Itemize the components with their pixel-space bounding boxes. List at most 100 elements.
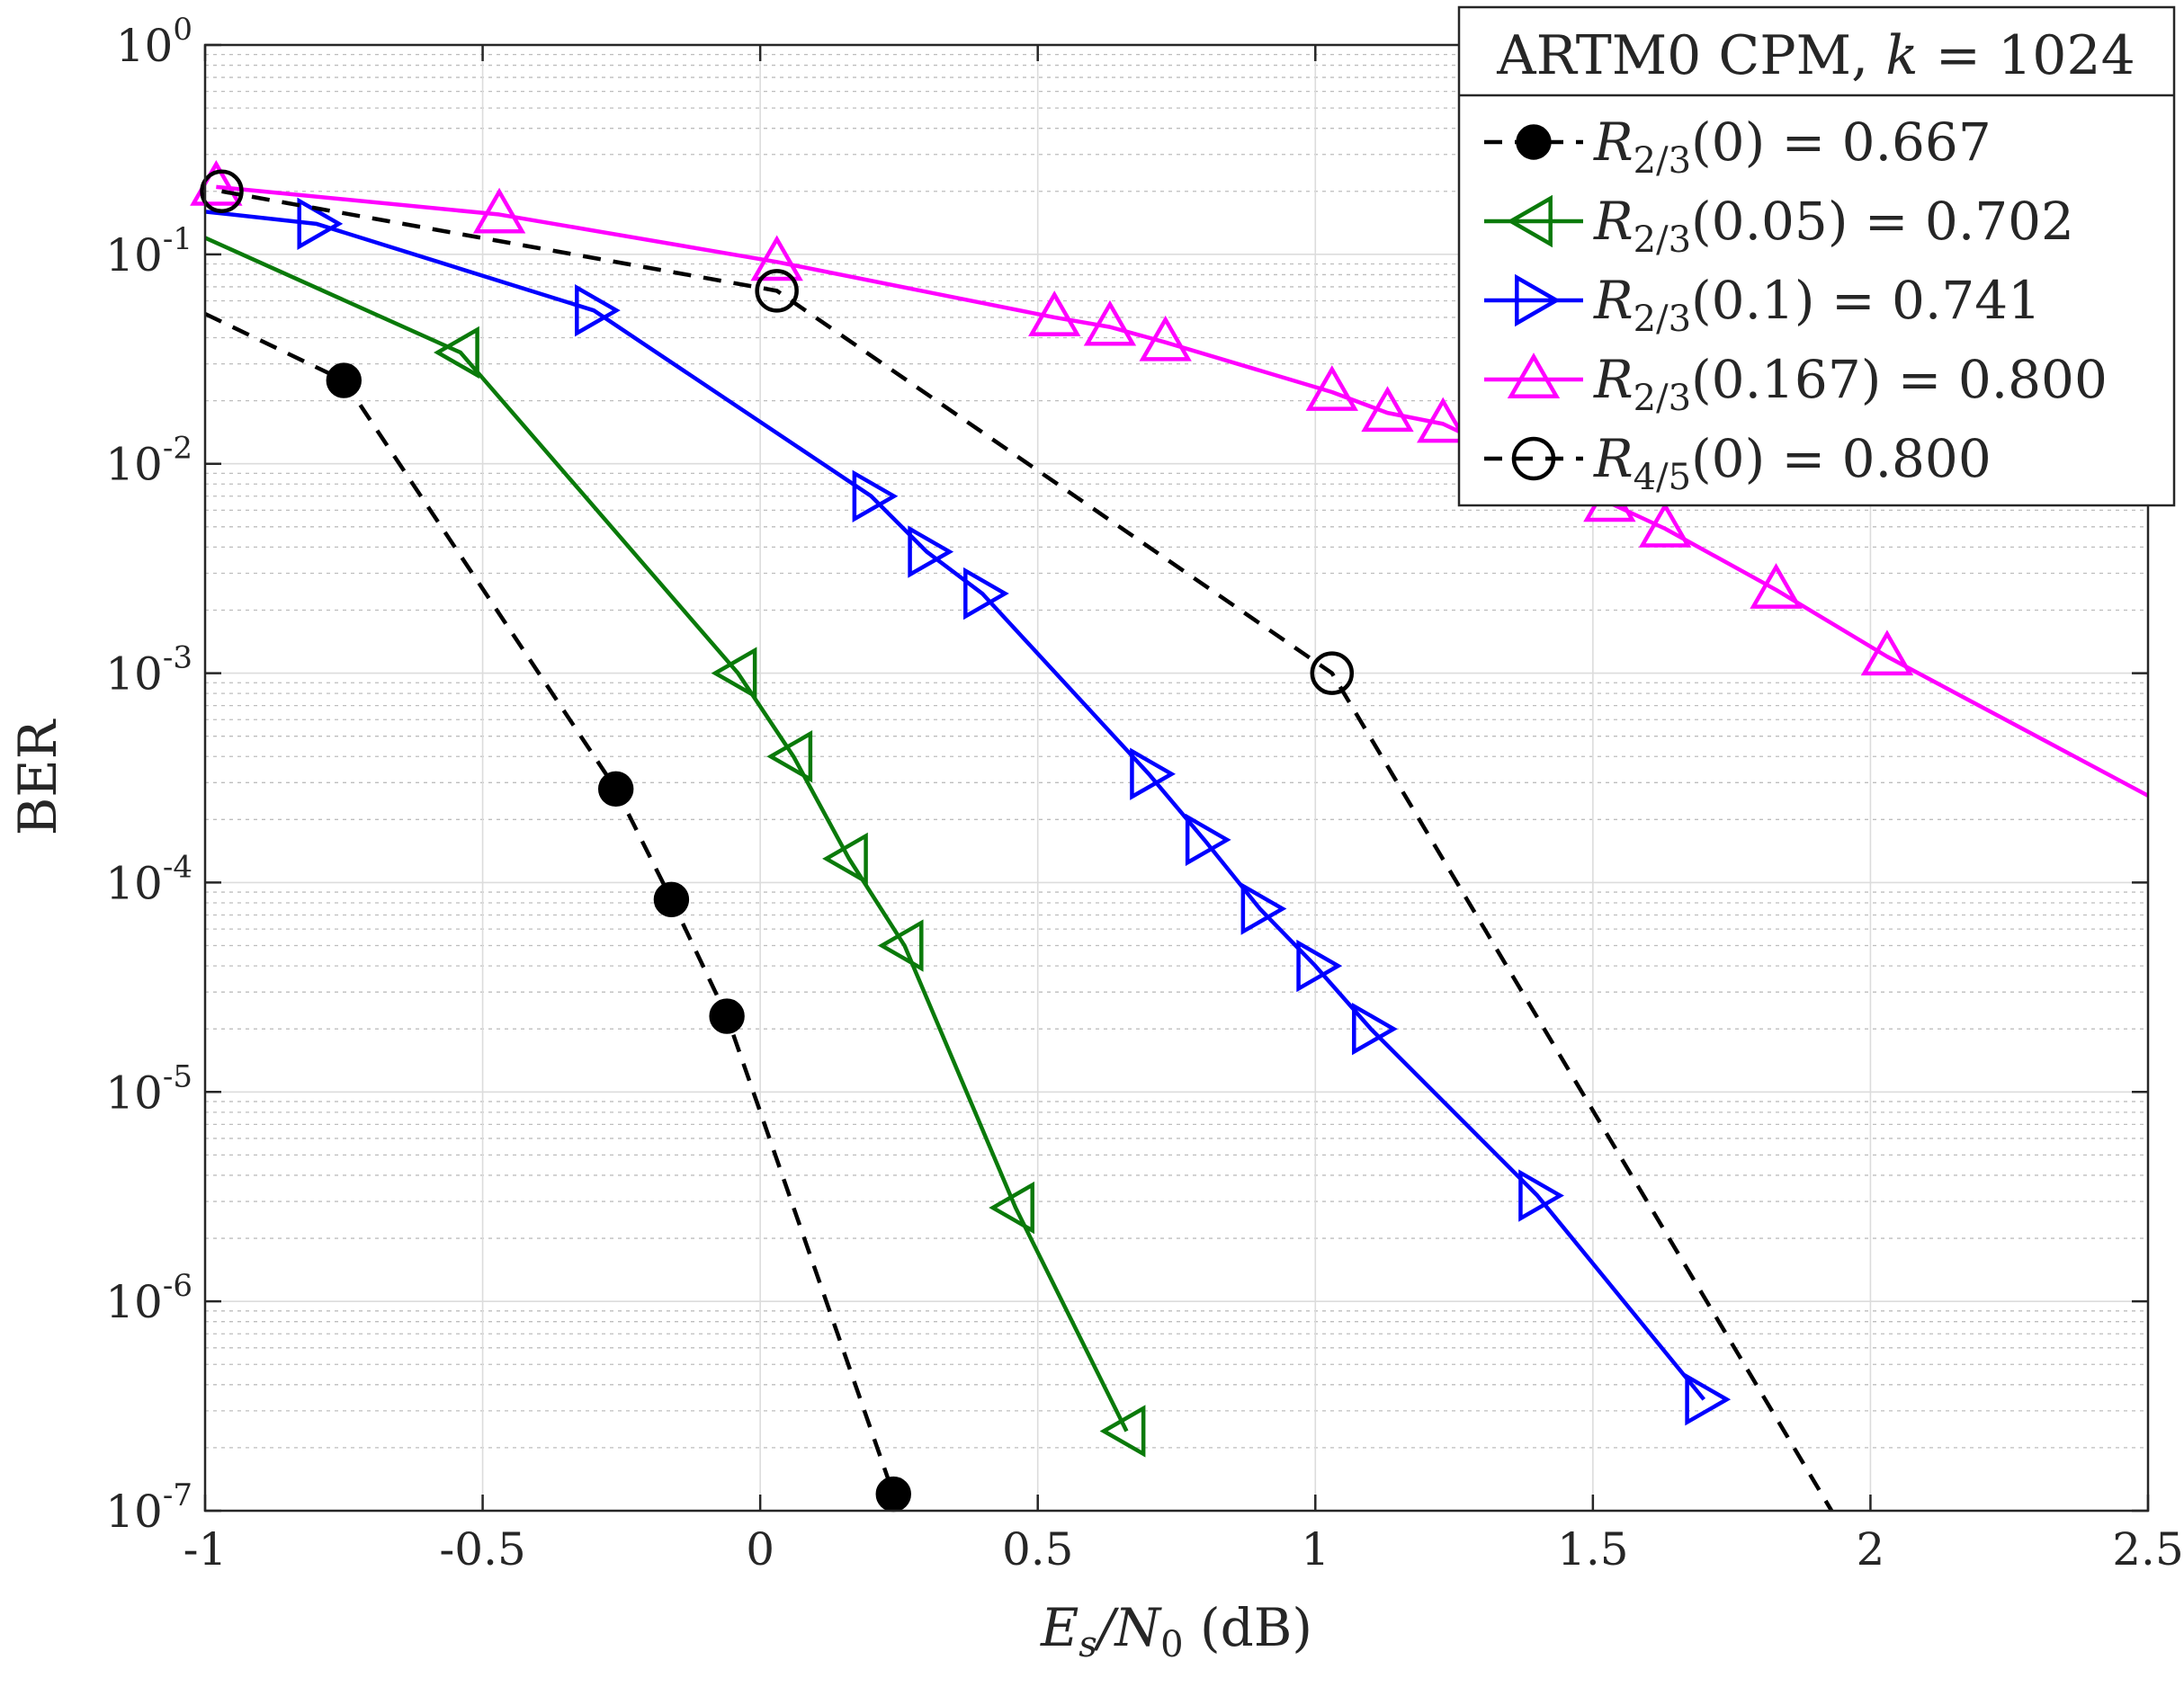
legend-label-value: (0.167) = 0.800 [1691, 349, 2108, 410]
y-tick-exponent: -7 [163, 1477, 192, 1513]
y-tick-exponent: -1 [163, 221, 192, 257]
series-3 [204, 197, 1732, 1426]
data-point-marker [1028, 290, 1081, 336]
x-tick-label: 0 [746, 1523, 774, 1575]
data-point-marker [1139, 315, 1192, 362]
y-tick-exponent: -2 [163, 431, 192, 467]
x-tick-label: 2.5 [2112, 1523, 2184, 1575]
data-point-marker [575, 283, 621, 337]
series-2 [204, 236, 1146, 1458]
legend-entry-label: R2/3(0.05) = 0.702 [1593, 191, 2074, 261]
legend-label-value: (0) = 0.800 [1691, 428, 1992, 489]
series-4 [190, 160, 2150, 798]
y-tick-exponent: 0 [173, 12, 192, 48]
series-line [221, 189, 1834, 1513]
y-tick-base: 10 [105, 857, 163, 909]
x-axis-label-sub-s: s [1079, 1624, 1097, 1665]
legend-label-subscript: 2/3 [1634, 299, 1691, 340]
y-tick-base: 10 [116, 20, 174, 72]
y-tick-base: 10 [105, 1067, 163, 1119]
series-5 [200, 169, 1834, 1513]
y-tick-base: 10 [105, 439, 163, 491]
x-tick-label: -0.5 [439, 1523, 525, 1575]
legend-label-r: R [1593, 428, 1634, 489]
data-point-marker [472, 187, 526, 234]
legend-label-subscript: 2/3 [1634, 140, 1691, 182]
x-tick-label: 2 [1857, 1523, 1885, 1575]
y-tick-label: 10-6 [105, 1268, 192, 1328]
legend-entry: R2/3(0.167) = 0.800 [1484, 349, 2108, 419]
y-tick-label: 10-4 [105, 849, 192, 909]
legend-label-value: (0) = 0.667 [1691, 112, 1992, 173]
series-layer [190, 160, 2150, 1513]
data-point-marker [989, 1181, 1034, 1235]
data-point-marker [1361, 386, 1414, 433]
y-tick-exponent: -6 [163, 1268, 192, 1304]
data-point-marker [1305, 365, 1358, 411]
legend-entry: R2/3(0) = 0.667 [1484, 112, 1992, 182]
data-point-marker [1310, 651, 1355, 695]
y-tick-base: 10 [105, 648, 163, 701]
x-axis-label-e: E [1040, 1597, 1079, 1658]
y-tick-label: 10-1 [105, 221, 192, 281]
data-point-marker [750, 235, 803, 281]
data-point-marker [852, 469, 899, 522]
x-axis-label-sub-0: 0 [1160, 1624, 1183, 1665]
data-point-marker [1352, 1002, 1398, 1056]
data-point-marker [1083, 299, 1137, 346]
series-line [216, 184, 2150, 798]
y-tick-label: 10-7 [105, 1477, 192, 1538]
y-tick-label: 10-2 [105, 431, 192, 491]
legend-title: ARTM0 CPM, k = 1024 [1496, 24, 2135, 87]
data-point-marker [908, 525, 954, 578]
data-point-marker [597, 771, 634, 808]
data-point-marker [1515, 273, 1561, 327]
legend-label-value: (0.05) = 0.702 [1691, 191, 2074, 252]
data-point-marker [1296, 939, 1343, 993]
legend-title-var: k [1885, 24, 1918, 87]
plot-frame [203, 43, 2150, 1513]
legend-entry: R2/3(0.05) = 0.702 [1484, 191, 2074, 261]
y-tick-exponent: -5 [163, 1058, 192, 1094]
data-point-marker [653, 881, 690, 917]
data-point-marker [1185, 813, 1231, 867]
legend: ARTM0 CPM, k = 1024 R2/3(0) = 0.667R2/3(… [1457, 5, 2176, 507]
legend-entry-label: R2/3(0.167) = 0.800 [1593, 349, 2108, 419]
legend-entry-label: R4/5(0) = 0.800 [1593, 428, 1992, 498]
legend-label-subscript: 2/3 [1634, 378, 1691, 419]
data-point-marker [1417, 397, 1470, 443]
series-line [204, 236, 1129, 1433]
data-point-marker [1750, 563, 1803, 609]
data-point-marker [711, 647, 757, 700]
data-point-marker [822, 832, 868, 886]
data-point-marker [1511, 436, 1556, 481]
data-point-marker [755, 269, 799, 313]
data-point-marker [1685, 1373, 1732, 1426]
data-point-marker [1518, 1169, 1564, 1222]
data-point-marker [1507, 353, 1561, 398]
legend-label-r: R [1593, 349, 1634, 410]
x-axis-label: Es/N0 (dB) [1040, 1597, 1312, 1665]
data-point-marker [1099, 1405, 1146, 1458]
legend-label-r: R [1593, 191, 1634, 252]
data-point-marker [1638, 502, 1692, 548]
data-point-marker [1860, 629, 1914, 676]
legend-title-pre: ARTM0 CPM, [1496, 24, 1885, 87]
data-point-marker [326, 362, 362, 398]
data-point-marker [434, 326, 479, 379]
y-tick-label: 10-5 [105, 1058, 192, 1119]
data-point-marker [1130, 747, 1176, 800]
data-point-marker [963, 567, 1009, 620]
legend-label-r: R [1593, 112, 1634, 173]
legend-label-subscript: 4/5 [1634, 457, 1691, 498]
data-point-marker [875, 1476, 911, 1513]
y-tick-base: 10 [105, 1486, 163, 1538]
data-point-marker [1507, 194, 1553, 248]
x-tick-label: 0.5 [1002, 1523, 1074, 1575]
data-point-marker [200, 169, 244, 214]
legend-label-subscript: 2/3 [1634, 219, 1691, 261]
y-tick-base: 10 [105, 1276, 163, 1328]
